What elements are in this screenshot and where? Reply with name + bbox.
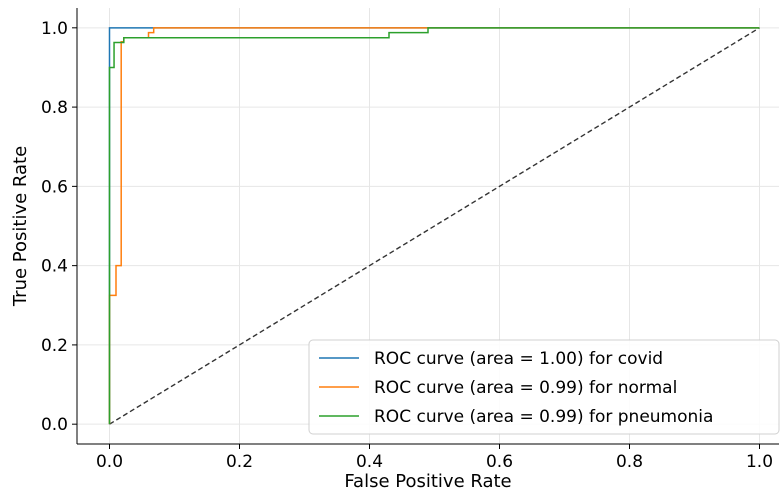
x-tick-label: 0.8 xyxy=(616,452,643,472)
y-tick-label: 0.2 xyxy=(41,336,68,356)
x-tick-label: 0.6 xyxy=(486,452,513,472)
reference-diagonal-line xyxy=(109,27,760,425)
x-tick-label: 0.2 xyxy=(226,452,253,472)
x-axis-label: False Positive Rate xyxy=(344,471,511,492)
legend-frame xyxy=(308,339,780,435)
y-tick-label: 0.4 xyxy=(41,257,68,277)
y-tick-label: 0.0 xyxy=(41,415,68,435)
series-lines xyxy=(108,27,760,425)
x-tick-label: 0.4 xyxy=(356,452,383,472)
y-tick-label: 0.8 xyxy=(41,98,68,118)
y-axis-label: True Positive Rate xyxy=(10,146,31,307)
y-tick-label: 0.6 xyxy=(41,177,68,197)
series-line-2 xyxy=(108,27,760,425)
legend-entry-2: ROC curve (area = 0.99) for pneumonia xyxy=(374,407,713,427)
axes xyxy=(72,8,779,449)
x-tick-label: 0.0 xyxy=(96,452,123,472)
y-tick-label: 1.0 xyxy=(41,19,68,39)
legend-entry-1: ROC curve (area = 0.99) for normal xyxy=(374,378,677,398)
legend-entry-0: ROC curve (area = 1.00) for covid xyxy=(374,349,663,369)
legend: ROC curve (area = 1.00) for covid ROC cur… xyxy=(308,339,780,435)
chance-reference-line xyxy=(109,27,760,425)
x-tick-label: 1.0 xyxy=(746,452,773,472)
tick-labels: 0.0 0.2 0.4 0.6 0.8 1.0 0.0 0.2 0.4 0.6 0.8 1.0 xyxy=(41,19,773,472)
